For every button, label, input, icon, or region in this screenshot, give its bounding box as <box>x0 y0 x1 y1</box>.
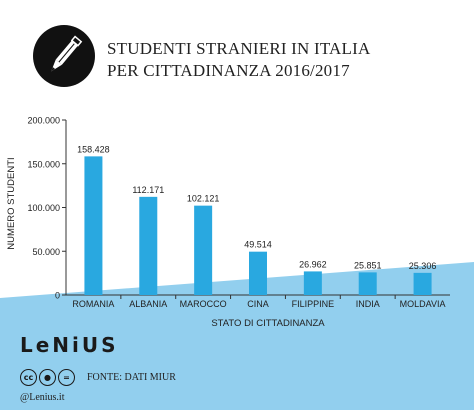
brand-logo: LeNiUS <box>20 333 119 357</box>
bar-value-label: 158.428 <box>77 144 110 154</box>
bar-value-label: 102.121 <box>187 194 220 204</box>
site-handle: @Lenius.it <box>20 392 65 403</box>
bar <box>139 196 158 295</box>
bar-value-label: 25.306 <box>409 261 437 271</box>
x-tick-label: MAROCCO <box>180 299 227 309</box>
bar <box>303 271 322 295</box>
x-tick-label: ALBANIA <box>129 299 167 309</box>
x-tick-label: INDIA <box>356 299 380 309</box>
bar-value-label: 25.851 <box>354 260 382 270</box>
chart-title-line-1: STUDENTI STRANIERI IN ITALIA <box>107 39 371 58</box>
pencil-logo-icon <box>33 25 95 87</box>
y-tick-label: 200.000 <box>27 116 60 126</box>
bar <box>84 156 103 295</box>
bar-value-label: 49.514 <box>244 240 272 250</box>
bar <box>358 272 377 295</box>
chart-title: STUDENTI STRANIERI IN ITALIA PER CITTADI… <box>107 38 370 82</box>
cc-license-icon: cc <box>20 368 37 386</box>
license-row: cc ● = FONTE: DATI MIUR <box>20 367 176 387</box>
y-tick-label: 150.000 <box>27 159 60 169</box>
x-tick-label: MOLDAVIA <box>400 299 446 309</box>
y-tick-label: 50.000 <box>32 247 60 257</box>
y-axis-title: NUMERO STUDENTI <box>6 157 17 249</box>
x-tick-label: FILIPPINE <box>292 299 335 309</box>
source-label: FONTE: DATI MIUR <box>87 371 176 383</box>
x-tick-label: ROMANIA <box>72 299 114 309</box>
bar-value-label: 26.962 <box>299 259 327 269</box>
bar <box>194 205 213 295</box>
footer-band-shape <box>0 262 474 410</box>
cc-by-icon: ● <box>39 368 56 386</box>
bar-value-label: 112.171 <box>132 185 164 195</box>
bar <box>413 272 432 295</box>
bar <box>249 251 267 295</box>
x-tick-label: CINA <box>247 299 269 309</box>
y-tick-label: 0 <box>55 291 60 301</box>
chart-title-line-2: PER CITTADINANZA 2016/2017 <box>107 61 350 80</box>
x-axis-title: STATO DI CITTADINANZA <box>211 318 325 329</box>
y-tick-label: 100.000 <box>27 203 60 213</box>
cc-nd-icon: = <box>58 368 75 386</box>
